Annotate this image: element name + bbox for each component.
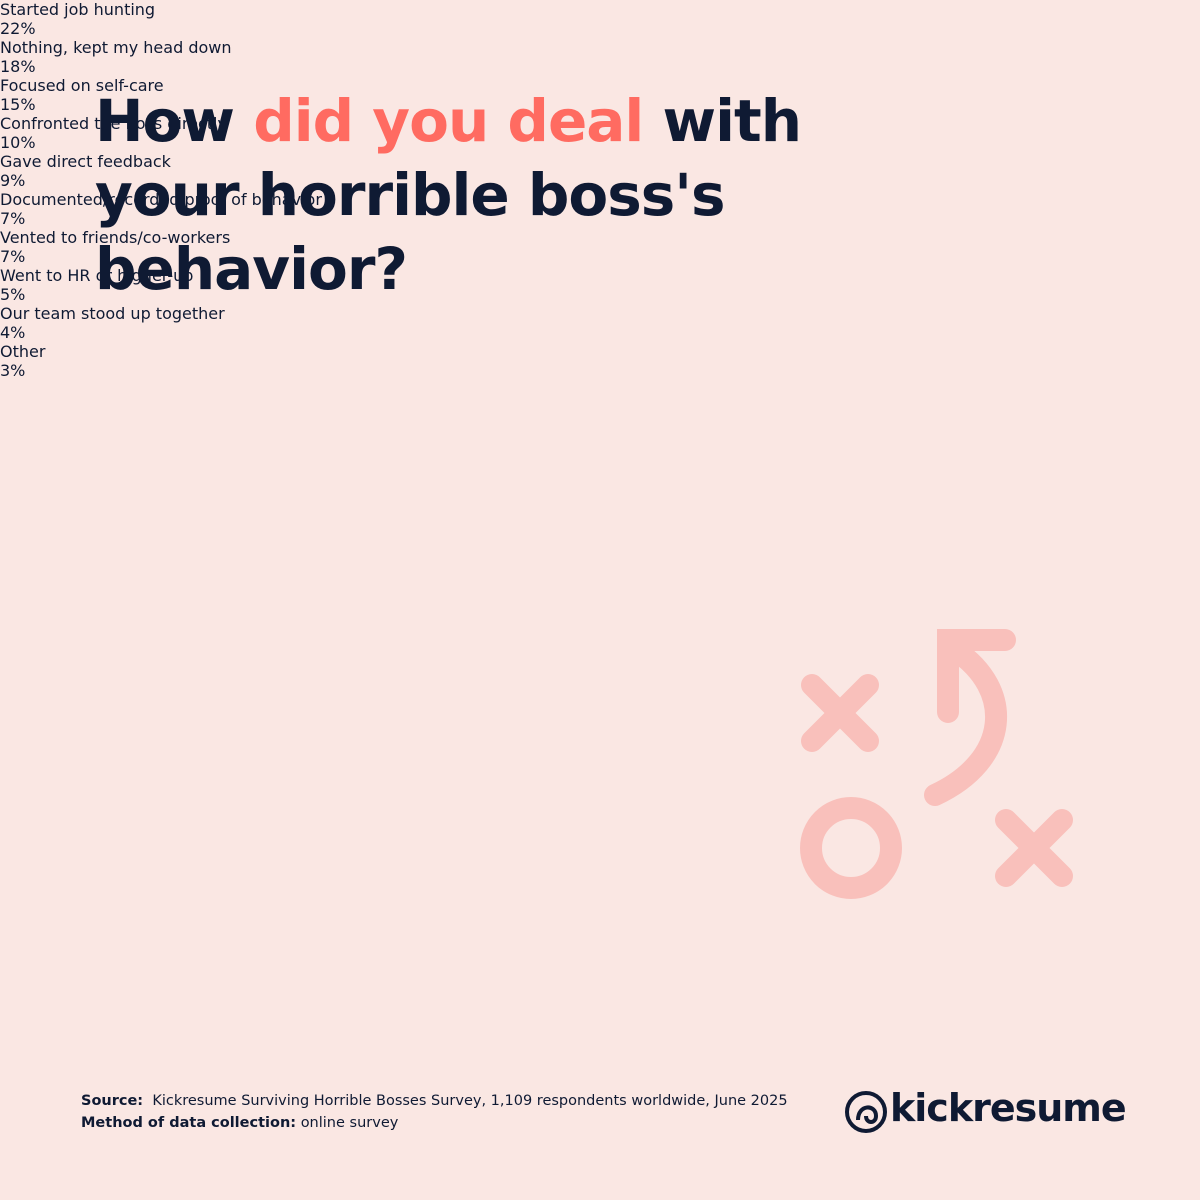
value-label: 18% xyxy=(0,57,36,76)
category-label: Documented/recorded proof of behavior xyxy=(0,190,322,209)
brand-logo: kickresume xyxy=(890,1086,1127,1130)
title-part: with your horrible boss's behavior? xyxy=(95,87,802,303)
source: Source: Kickresume Surviving Horrible Bo… xyxy=(81,1090,788,1112)
category-label: Focused on self-care xyxy=(0,76,164,95)
value-label: 4% xyxy=(0,323,26,342)
value-label: 7% xyxy=(0,209,26,228)
category-label: Our team stood up together xyxy=(0,304,225,323)
value-label: 15% xyxy=(0,95,36,114)
category-label: Vented to friends/co-workers xyxy=(0,228,231,247)
method-label: Method of data collection: xyxy=(81,1115,297,1131)
category-label: Nothing, kept my head down xyxy=(0,38,232,57)
value-label: 10% xyxy=(0,133,36,152)
category-label: Gave direct feedback xyxy=(0,152,171,171)
chart-title: How did you deal with your horrible boss… xyxy=(95,84,955,306)
title-part: How xyxy=(95,87,235,155)
value-label: 22% xyxy=(0,19,36,38)
value-label: 3% xyxy=(0,361,26,380)
category-label: Went to HR or higher-up xyxy=(0,266,194,285)
category-label: Confronted the boss directly xyxy=(0,114,227,133)
source-text: Kickresume Surviving Horrible Bosses Sur… xyxy=(152,1093,788,1109)
value-label: 9% xyxy=(0,171,26,190)
footer: Source: Kickresume Surviving Horrible Bo… xyxy=(81,1090,788,1134)
value-label: 5% xyxy=(0,285,26,304)
category-label: Started job hunting xyxy=(0,0,156,19)
method-text: online survey xyxy=(300,1115,399,1131)
chart: Started job hunting 22% Nothing, kept my h… xyxy=(0,0,1200,380)
title-part: did you deal xyxy=(253,87,644,155)
method: Method of data collection: online survey xyxy=(81,1112,788,1134)
source-label: Source: xyxy=(81,1093,144,1109)
value-label: 7% xyxy=(0,247,26,266)
category-label: Other xyxy=(0,342,46,361)
